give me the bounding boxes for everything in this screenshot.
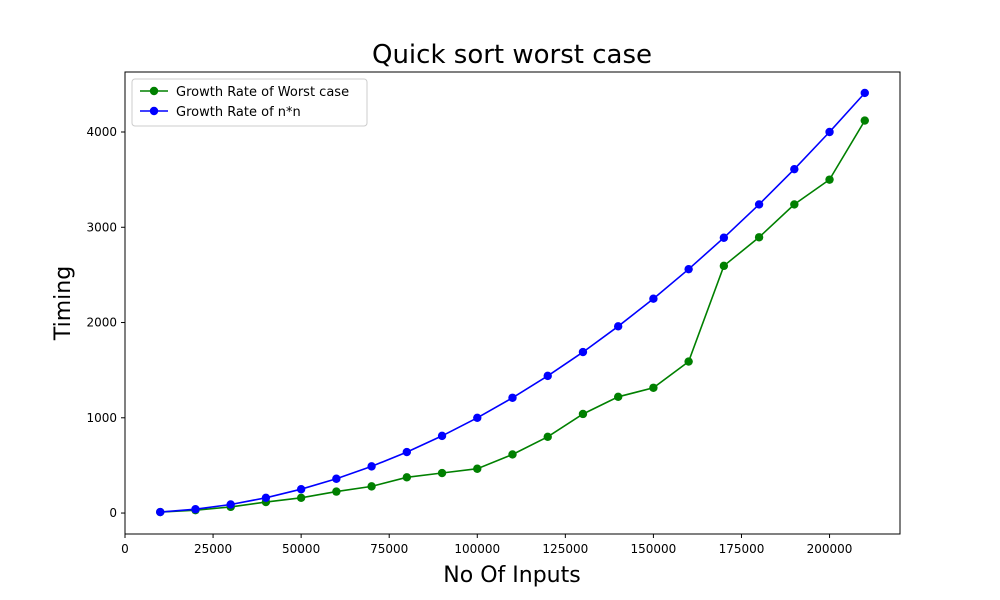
series-1-point xyxy=(613,322,623,331)
series-1-point xyxy=(825,127,834,137)
x-tick-label: 200000 xyxy=(807,542,853,556)
legend-marker xyxy=(149,86,159,96)
series-1-point xyxy=(402,447,412,457)
series-0-point xyxy=(790,200,799,209)
y-tick-label: 1000 xyxy=(86,411,117,425)
series-1-point xyxy=(191,505,200,514)
plot-area: 0 25000 50000 75000 100000 125000 150000 175000… xyxy=(86,71,901,556)
x-tick-label: 50000 xyxy=(282,542,320,556)
series-line-1 xyxy=(160,92,866,513)
legend-label: Growth Rate of n*n xyxy=(176,105,301,120)
series-0-point xyxy=(296,493,306,503)
series-1-point xyxy=(578,347,588,357)
series-0-point xyxy=(754,233,764,242)
x-tick-label: 175000 xyxy=(719,542,765,556)
series-1-point xyxy=(473,413,482,422)
series-0-point xyxy=(684,357,693,366)
series-0-point xyxy=(860,116,869,125)
series-0-point xyxy=(402,473,412,482)
series-1-point xyxy=(296,485,306,494)
series-1-point xyxy=(719,233,729,242)
legend-label: Growth Rate of Worst case xyxy=(176,85,349,100)
x-tick-label: 75000 xyxy=(370,542,408,556)
series-0-point xyxy=(719,261,729,271)
series-1-point xyxy=(684,264,693,274)
series-1-point xyxy=(367,462,376,471)
series-1-point xyxy=(649,294,658,303)
x-tick-label: 25000 xyxy=(194,542,232,556)
legend-marker xyxy=(149,106,159,116)
series-1-point xyxy=(156,507,165,517)
series-1-point xyxy=(508,393,517,402)
x-tick-label: 0 xyxy=(121,542,129,556)
x-axis-label: No Of Inputs xyxy=(443,563,580,588)
y-tick-label: 2000 xyxy=(86,316,117,330)
series-1-point xyxy=(226,500,235,509)
y-axis-label: Timing xyxy=(51,266,76,341)
series-0-point xyxy=(437,468,447,478)
x-tick-label: 125000 xyxy=(542,542,588,556)
series-1-point xyxy=(754,200,764,209)
series-1-point xyxy=(790,164,799,174)
series-1-point xyxy=(437,431,447,441)
series-1-point xyxy=(332,474,341,483)
series-0-point xyxy=(613,392,623,402)
series-1-point xyxy=(261,493,271,503)
series-1-point xyxy=(860,88,869,98)
x-tick-label: 100000 xyxy=(454,542,500,556)
chart-title: Quick sort worst case xyxy=(372,40,652,70)
series-0-point xyxy=(543,432,552,442)
y-tick-label: 3000 xyxy=(86,220,117,234)
x-tick-label: 150000 xyxy=(631,542,677,556)
series-0-point xyxy=(649,383,658,392)
series-0-point xyxy=(332,487,341,496)
series-0-point xyxy=(825,175,834,184)
y-tick-label: 0 xyxy=(109,506,117,520)
plot-frame xyxy=(124,71,901,535)
series-1-point xyxy=(543,371,552,381)
series-0-point xyxy=(473,464,482,473)
legend-box xyxy=(131,78,368,127)
y-tick-label: 4000 xyxy=(86,125,117,139)
series-0-point xyxy=(367,482,376,491)
series-0-point xyxy=(578,409,588,419)
series-0-point xyxy=(508,450,517,459)
